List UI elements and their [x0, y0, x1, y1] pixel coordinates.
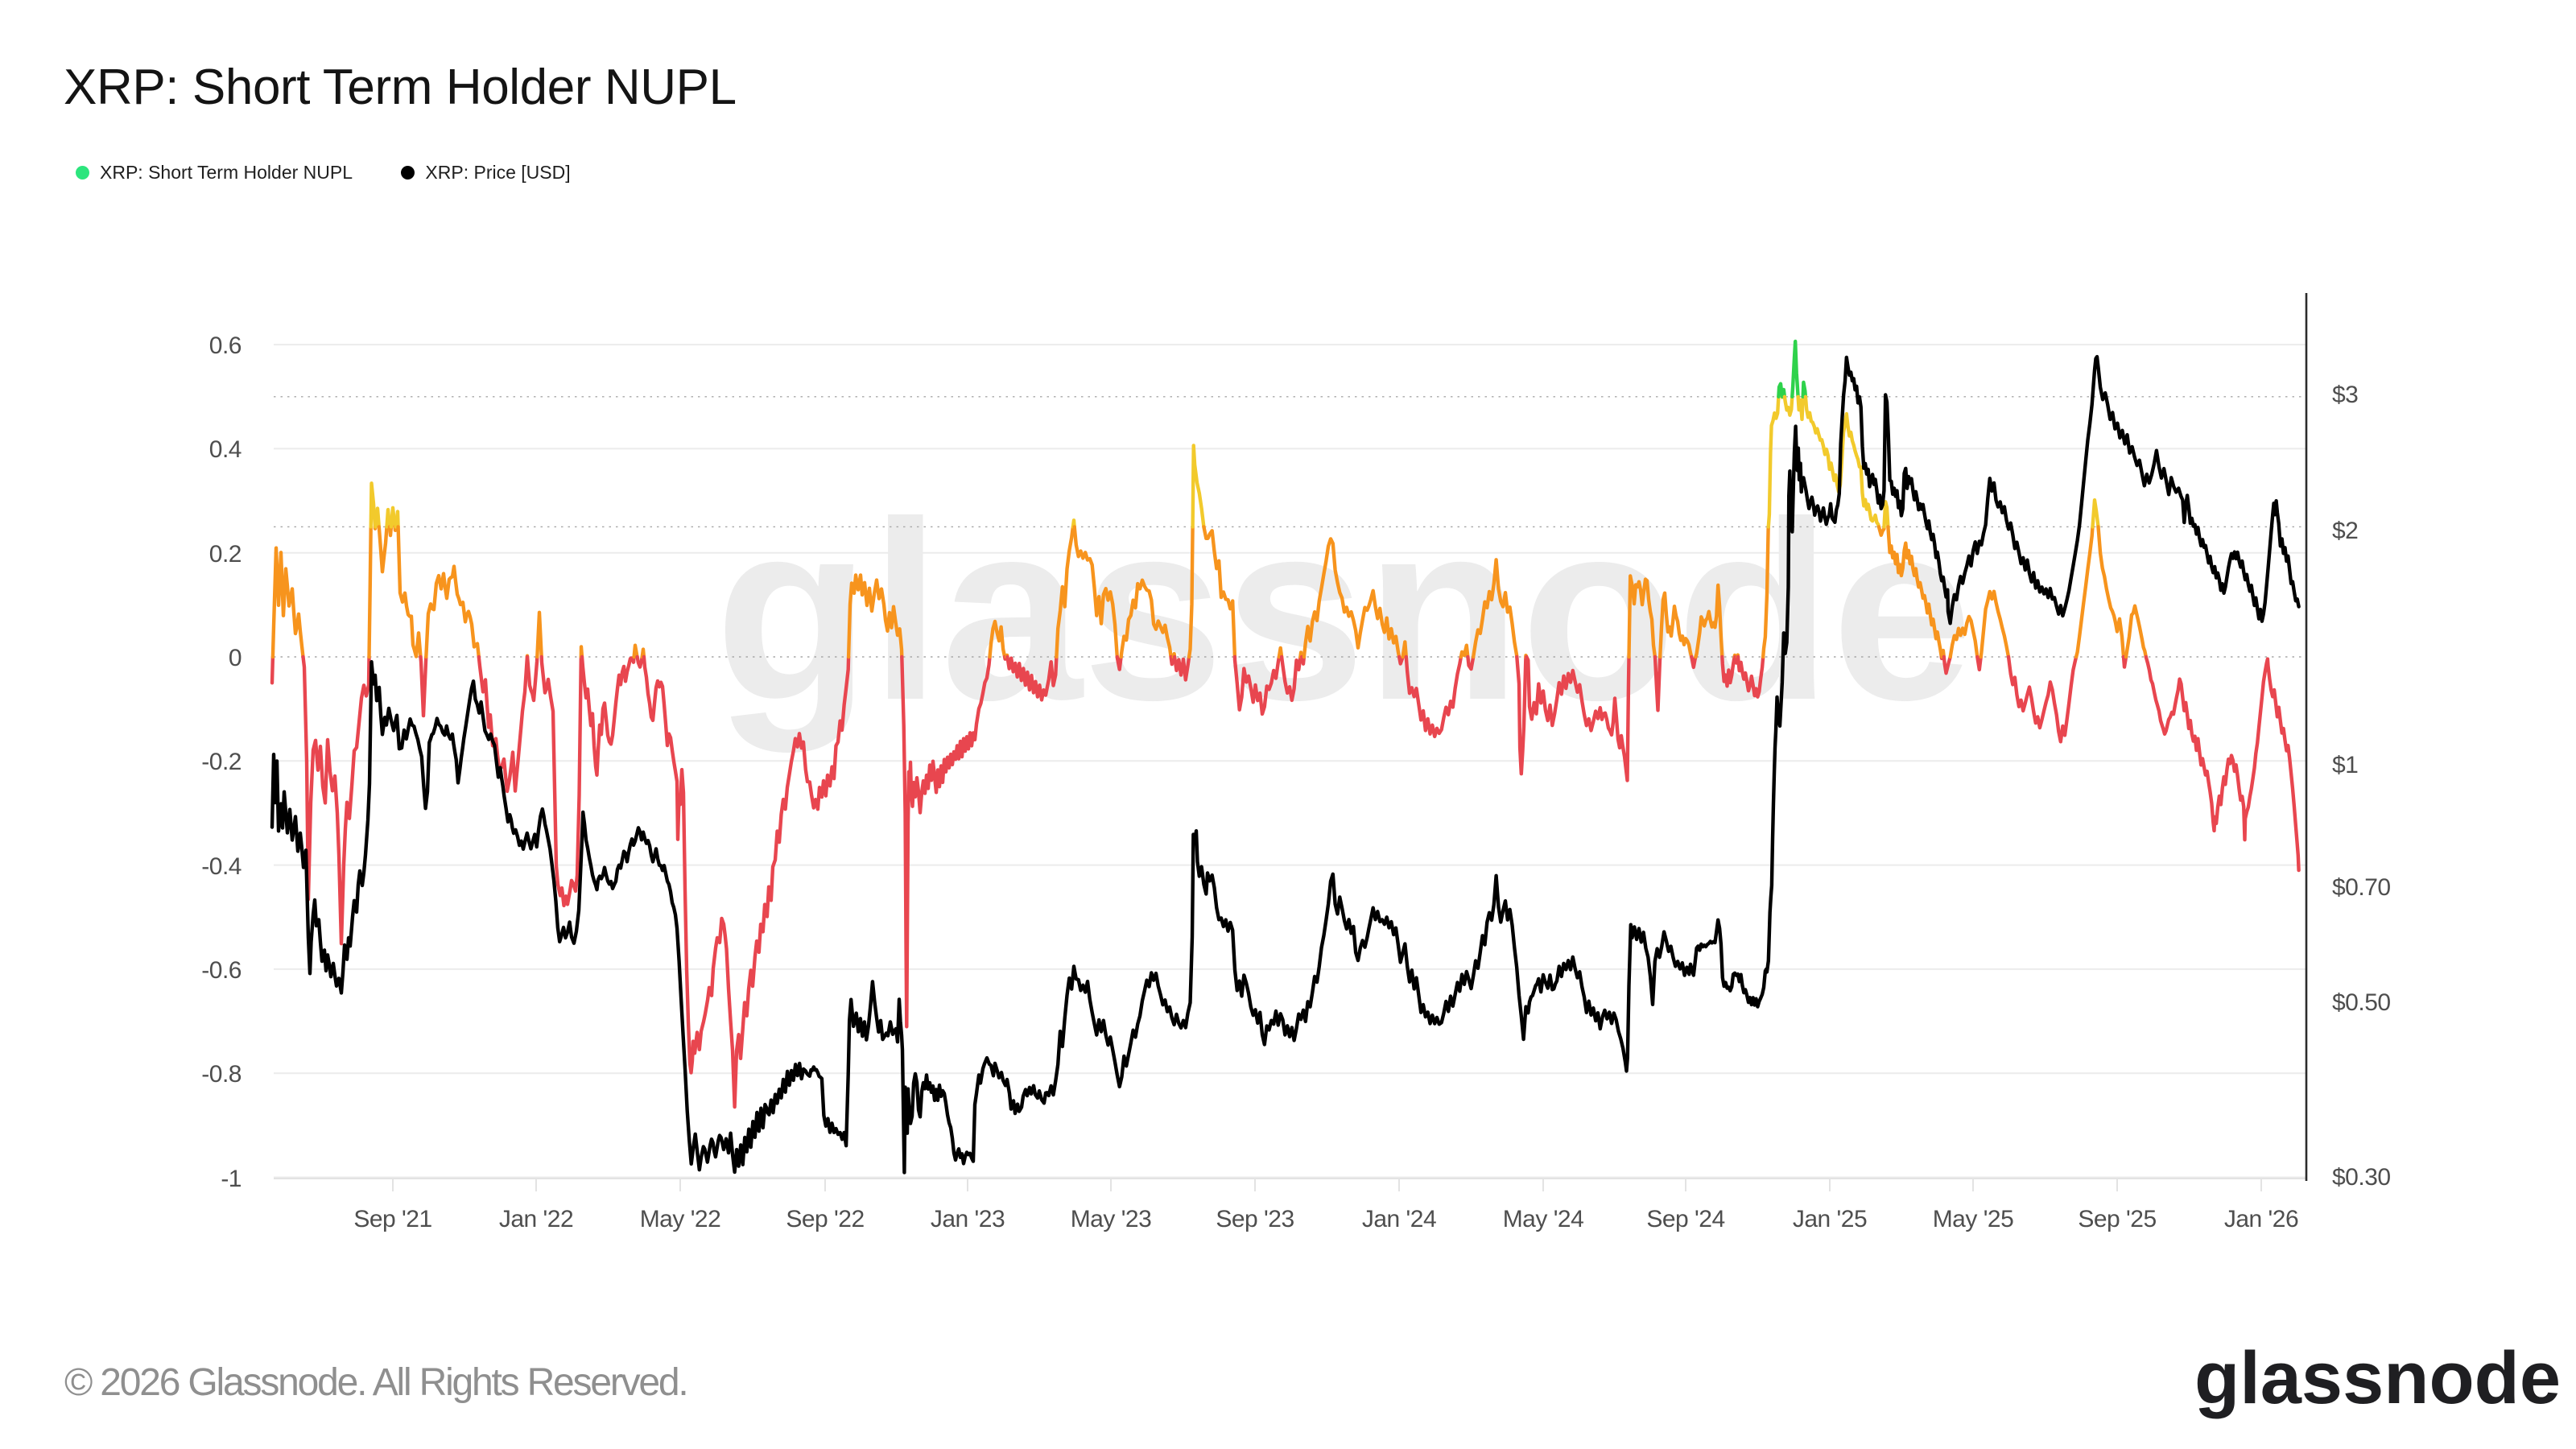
svg-text:May '23: May '23 — [1071, 1206, 1152, 1232]
svg-text:$2: $2 — [2332, 518, 2358, 544]
svg-text:Sep '23: Sep '23 — [1216, 1206, 1294, 1232]
svg-text:May '24: May '24 — [1503, 1206, 1584, 1232]
svg-text:-0.8: -0.8 — [201, 1061, 242, 1088]
svg-text:$0.70: $0.70 — [2332, 874, 2391, 901]
svg-text:0: 0 — [229, 645, 242, 671]
svg-text:$0.30: $0.30 — [2332, 1164, 2391, 1191]
svg-text:Jan '26: Jan '26 — [2224, 1206, 2298, 1232]
svg-text:Sep '25: Sep '25 — [2078, 1206, 2156, 1232]
svg-text:$1: $1 — [2332, 752, 2358, 778]
svg-text:Sep '21: Sep '21 — [353, 1206, 431, 1232]
svg-text:May '22: May '22 — [640, 1206, 721, 1232]
svg-text:-0.6: -0.6 — [201, 957, 242, 984]
svg-text:$0.50: $0.50 — [2332, 989, 2391, 1016]
svg-text:Jan '23: Jan '23 — [931, 1206, 1005, 1232]
svg-text:0.4: 0.4 — [209, 436, 242, 463]
svg-text:0.6: 0.6 — [209, 332, 242, 359]
svg-text:Jan '22: Jan '22 — [499, 1206, 573, 1232]
svg-text:Sep '22: Sep '22 — [786, 1206, 864, 1232]
svg-text:-0.4: -0.4 — [201, 853, 242, 880]
svg-text:May '25: May '25 — [1933, 1206, 2014, 1232]
svg-text:Sep '24: Sep '24 — [1646, 1206, 1724, 1232]
svg-text:Jan '24: Jan '24 — [1362, 1206, 1436, 1232]
svg-text:Jan '25: Jan '25 — [1793, 1206, 1867, 1232]
svg-text:-0.2: -0.2 — [201, 749, 242, 775]
svg-text:-1: -1 — [221, 1166, 242, 1192]
svg-text:$3: $3 — [2332, 382, 2358, 408]
svg-text:0.2: 0.2 — [209, 541, 242, 568]
